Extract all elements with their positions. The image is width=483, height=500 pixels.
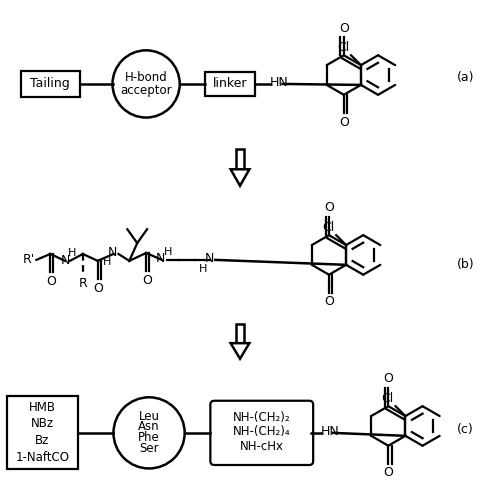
Text: linker: linker (213, 78, 247, 90)
Text: 1-NaftCO: 1-NaftCO (15, 451, 70, 464)
Polygon shape (236, 149, 244, 170)
Text: (b): (b) (456, 258, 474, 272)
Text: N: N (108, 246, 117, 260)
Polygon shape (230, 343, 249, 358)
Text: Phe: Phe (138, 432, 160, 444)
Text: Asn: Asn (138, 420, 160, 434)
Text: O: O (339, 22, 349, 35)
FancyBboxPatch shape (7, 396, 78, 469)
Text: H: H (199, 264, 208, 274)
Text: NBz: NBz (31, 418, 54, 430)
Circle shape (114, 398, 185, 468)
Text: O: O (384, 466, 393, 479)
Text: O: O (46, 274, 56, 287)
Text: O: O (94, 282, 103, 294)
Text: Leu: Leu (139, 410, 159, 422)
Text: O: O (384, 372, 393, 386)
Text: (a): (a) (456, 70, 474, 84)
Text: N: N (156, 252, 166, 266)
Text: NH-(CH₂)₄: NH-(CH₂)₄ (233, 426, 291, 438)
Text: Tailing: Tailing (30, 78, 70, 90)
Text: O: O (324, 202, 334, 214)
Text: HN: HN (270, 76, 288, 90)
Text: NH-(CH₂)₂: NH-(CH₂)₂ (233, 410, 291, 424)
FancyBboxPatch shape (211, 400, 313, 465)
Text: Cl: Cl (337, 42, 349, 54)
Text: R': R' (23, 254, 35, 266)
Text: H: H (103, 257, 112, 267)
Polygon shape (230, 170, 249, 186)
Text: O: O (142, 274, 152, 286)
Text: Cl: Cl (381, 392, 394, 405)
Text: N: N (205, 252, 214, 266)
Text: O: O (324, 296, 334, 308)
Text: O: O (339, 116, 349, 128)
Text: HN: HN (321, 426, 340, 438)
Text: N: N (60, 254, 70, 268)
Text: NH-cHx: NH-cHx (240, 440, 284, 453)
Text: acceptor: acceptor (120, 84, 172, 98)
Text: H: H (68, 248, 76, 258)
FancyBboxPatch shape (21, 71, 80, 97)
Text: Cl: Cl (322, 221, 334, 234)
Text: Bz: Bz (35, 434, 49, 448)
Text: Ser: Ser (139, 442, 159, 455)
Text: H-bond: H-bond (125, 70, 168, 84)
Text: R̄: R̄ (78, 276, 87, 289)
FancyBboxPatch shape (205, 72, 255, 96)
Text: H: H (164, 247, 172, 257)
Text: (c): (c) (457, 424, 474, 436)
Text: HMB: HMB (29, 400, 56, 413)
Circle shape (113, 50, 180, 117)
Polygon shape (236, 324, 244, 343)
